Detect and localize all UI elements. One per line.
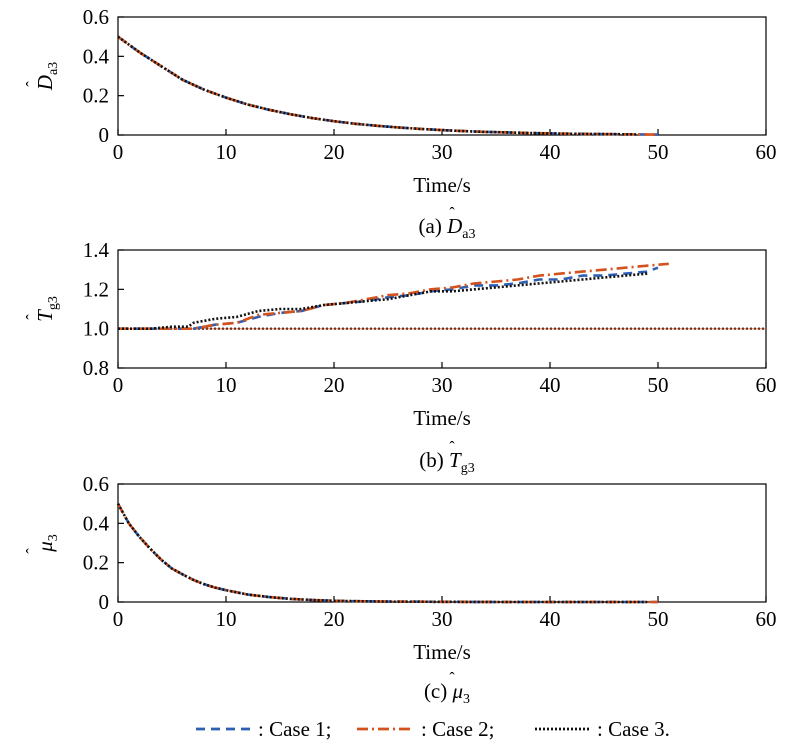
y-axis-symbol: T <box>33 309 57 322</box>
y-axis-symbol: D <box>33 75 57 91</box>
x-tick-label: 50 <box>648 140 669 164</box>
legend-label-case-3: : Case 3. <box>597 717 670 741</box>
x-tick-label: 40 <box>540 373 561 397</box>
caption: (c) μ3 <box>424 679 470 707</box>
y-axis-title: μ3ˆ <box>24 534 61 553</box>
y-axis-symbol: μ <box>33 541 57 553</box>
y-axis-label: Da3 <box>33 62 61 91</box>
y-tick-label: 0.6 <box>83 5 109 29</box>
x-tick-label: 0 <box>113 373 124 397</box>
y-axis-subscript: g3 <box>46 296 61 310</box>
caption-symbol: T <box>449 448 462 472</box>
x-axis-title: Time/s <box>413 173 471 197</box>
y-tick-label: 1.4 <box>83 238 110 262</box>
x-tick-label: 50 <box>648 607 669 631</box>
y-tick-label: 0.2 <box>83 84 109 108</box>
caption-symbol: D <box>446 214 462 238</box>
y-tick-label: 0 <box>99 590 110 614</box>
caption-prefix: (a) <box>419 214 448 238</box>
x-tick-label: 30 <box>432 607 453 631</box>
caption-hat: ˆ <box>449 670 455 687</box>
y-tick-label: 0.6 <box>83 472 109 496</box>
series-line-case-2 <box>117 35 659 136</box>
caption-subscript: 3 <box>463 692 470 707</box>
plot-frame <box>117 249 767 369</box>
series-line-case-3 <box>116 503 648 604</box>
y-tick-label: 0.2 <box>83 551 109 575</box>
x-tick-label: 10 <box>216 373 237 397</box>
series-line-case-2 <box>116 503 658 604</box>
x-tick-label: 30 <box>432 373 453 397</box>
x-tick-label: 60 <box>756 373 777 397</box>
x-tick-label: 10 <box>216 607 237 631</box>
series-line-case-3 <box>117 35 637 136</box>
caption: (b) Tg3 <box>419 448 474 476</box>
y-axis-label: Tg3 <box>33 296 61 322</box>
caption-subscript: a3 <box>462 227 475 242</box>
caption-hat: ˆ <box>449 205 455 222</box>
x-tick-label: 10 <box>216 140 237 164</box>
x-tick-label: 40 <box>540 140 561 164</box>
series-line-case-1 <box>118 266 659 331</box>
y-tick-label: 1.2 <box>83 277 109 301</box>
y-tick-label: 0 <box>99 123 110 147</box>
caption-prefix: (b) <box>419 448 449 472</box>
y-axis-hat: ˆ <box>24 548 41 554</box>
x-tick-label: 60 <box>756 607 777 631</box>
caption-hat: ˆ <box>449 439 455 456</box>
y-tick-label: 0.8 <box>83 356 109 380</box>
caption: (a) Da3 <box>419 214 476 242</box>
legend: : Case 1; : Case 2; : Case 3. <box>196 717 670 741</box>
x-tick-label: 40 <box>540 607 561 631</box>
x-tick-label: 0 <box>113 140 124 164</box>
y-axis-subscript: 3 <box>46 534 61 541</box>
x-axis-title: Time/s <box>413 406 471 430</box>
y-tick-label: 0.4 <box>83 44 110 68</box>
y-axis-hat: ˆ <box>24 314 41 320</box>
caption-symbol: μ <box>452 679 464 703</box>
x-tick-label: 20 <box>324 373 345 397</box>
series-line-case-1 <box>116 503 658 604</box>
legend-label-case-2: : Case 2; <box>421 717 495 741</box>
x-tick-label: 60 <box>756 140 777 164</box>
legend-label-case-1: : Case 1; <box>258 717 332 741</box>
series-line-case-3 <box>118 272 648 331</box>
x-tick-label: 0 <box>113 607 124 631</box>
plot-frame <box>117 16 767 136</box>
x-tick-label: 50 <box>648 373 669 397</box>
y-axis-label: μ3 <box>33 534 61 553</box>
y-tick-label: 1.0 <box>83 317 109 341</box>
series-line-case-1 <box>117 35 659 136</box>
y-axis-hat: ˆ <box>24 81 41 87</box>
y-tick-label: 0.4 <box>83 511 110 535</box>
plot-frame <box>117 483 767 603</box>
x-tick-label: 30 <box>432 140 453 164</box>
caption-subscript: g3 <box>461 461 475 476</box>
x-tick-label: 20 <box>324 140 345 164</box>
x-tick-label: 20 <box>324 607 345 631</box>
x-axis-title: Time/s <box>413 640 471 664</box>
caption-prefix: (c) <box>424 679 453 703</box>
y-axis-subscript: a3 <box>46 62 61 75</box>
